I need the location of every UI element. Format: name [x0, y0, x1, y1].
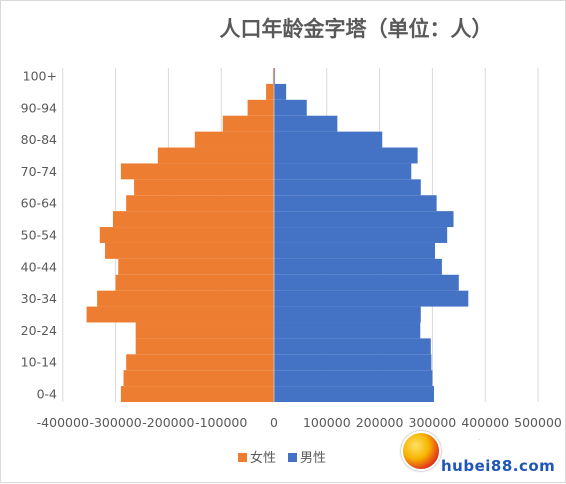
x-tick-label: 400000 — [461, 415, 509, 430]
female-bar-30-34 — [97, 290, 275, 307]
female-bar-5-9 — [123, 370, 275, 387]
male-bar-5-9 — [274, 370, 433, 387]
male-bar-45-49 — [274, 242, 436, 259]
legend-label-male: 男性 — [300, 451, 326, 466]
y-tick-label: 90-94 — [21, 100, 57, 115]
male-bar-100+ — [274, 68, 276, 84]
male-bar-95-99 — [274, 83, 287, 100]
y-tick-label: 10-14 — [21, 355, 57, 370]
male-bar-80-84 — [274, 131, 383, 148]
y-tick-label: 0-4 — [37, 387, 57, 402]
x-tick-label: -200000 — [142, 415, 194, 430]
male-bar-65-69 — [274, 179, 421, 196]
female-bar-35-39 — [115, 274, 274, 291]
male-bar-15-19 — [274, 338, 431, 355]
x-tick-label: -400000 — [37, 415, 89, 430]
y-tick-label: 20-24 — [21, 323, 57, 338]
chart-title: 人口年龄金字塔（单位：人） — [220, 16, 493, 41]
male-bar-25-29 — [274, 306, 421, 323]
male-bar-0-4 — [274, 386, 434, 402]
x-tick-label: -100000 — [195, 415, 247, 430]
male-bar-55-59 — [274, 211, 454, 228]
female-bar-70-74 — [120, 163, 274, 180]
x-axis-labels: -400000 -300000 -200000 -100000 0 100000 20000… — [37, 415, 562, 430]
y-tick-label: 30-34 — [21, 291, 57, 306]
female-bar-25-29 — [86, 306, 274, 323]
female-bar-75-79 — [157, 147, 274, 164]
legend-swatch-male — [288, 453, 297, 462]
bars — [86, 68, 469, 402]
male-bar-10-14 — [274, 354, 432, 371]
male-bar-85-89 — [274, 115, 338, 132]
y-axis-labels: 0-4 10-14 20-24 30-34 40-44 50-54 60-64 70-74 80… — [21, 68, 57, 401]
female-bar-90-94 — [247, 99, 274, 116]
male-bar-35-39 — [274, 274, 459, 291]
x-tick-label: 100000 — [303, 415, 351, 430]
watermark-chinese-text: 楚汉网 — [443, 435, 521, 464]
x-tick-label: 300000 — [409, 415, 457, 430]
male-bar-75-79 — [274, 147, 418, 164]
female-bar-60-64 — [126, 195, 274, 212]
female-bar-10-14 — [126, 354, 274, 371]
x-tick-label: 500000 — [514, 415, 562, 430]
y-tick-label: 60-64 — [21, 196, 57, 211]
male-bar-20-24 — [274, 322, 421, 339]
female-bar-85-89 — [222, 115, 274, 132]
site-logo-icon — [401, 431, 441, 471]
male-bar-40-44 — [274, 258, 442, 275]
x-tick-label: 0 — [270, 415, 278, 430]
male-bar-30-34 — [274, 290, 469, 307]
legend: 女性 男性 — [238, 450, 326, 466]
legend-label-female: 女性 — [250, 450, 276, 466]
male-bar-50-54 — [274, 227, 448, 243]
female-bar-20-24 — [135, 322, 274, 339]
female-bar-100+ — [272, 68, 274, 84]
male-bar-70-74 — [274, 163, 412, 180]
y-tick-label: 100+ — [23, 68, 57, 83]
y-tick-label: 50-54 — [21, 228, 57, 243]
female-bar-80-84 — [194, 131, 274, 148]
male-bar-60-64 — [274, 195, 437, 212]
y-tick-label: 40-44 — [21, 259, 57, 274]
x-tick-label: 200000 — [356, 415, 404, 430]
female-bar-40-44 — [118, 258, 275, 275]
site-watermark: 楚汉网 hubei88.com — [399, 429, 563, 479]
female-bar-65-69 — [134, 179, 274, 196]
female-bar-95-99 — [266, 83, 274, 100]
watermark-url-text: hubei88.com — [441, 457, 556, 475]
female-bar-0-4 — [120, 386, 274, 402]
female-bar-55-59 — [112, 211, 275, 228]
y-tick-label: 80-84 — [21, 132, 57, 147]
female-bar-15-19 — [135, 338, 274, 355]
male-bar-90-94 — [274, 99, 307, 116]
x-tick-label: -300000 — [89, 415, 141, 430]
legend-swatch-female — [238, 453, 247, 462]
female-bar-45-49 — [105, 242, 274, 259]
y-tick-label: 70-74 — [21, 164, 57, 179]
female-bar-50-54 — [99, 227, 274, 243]
